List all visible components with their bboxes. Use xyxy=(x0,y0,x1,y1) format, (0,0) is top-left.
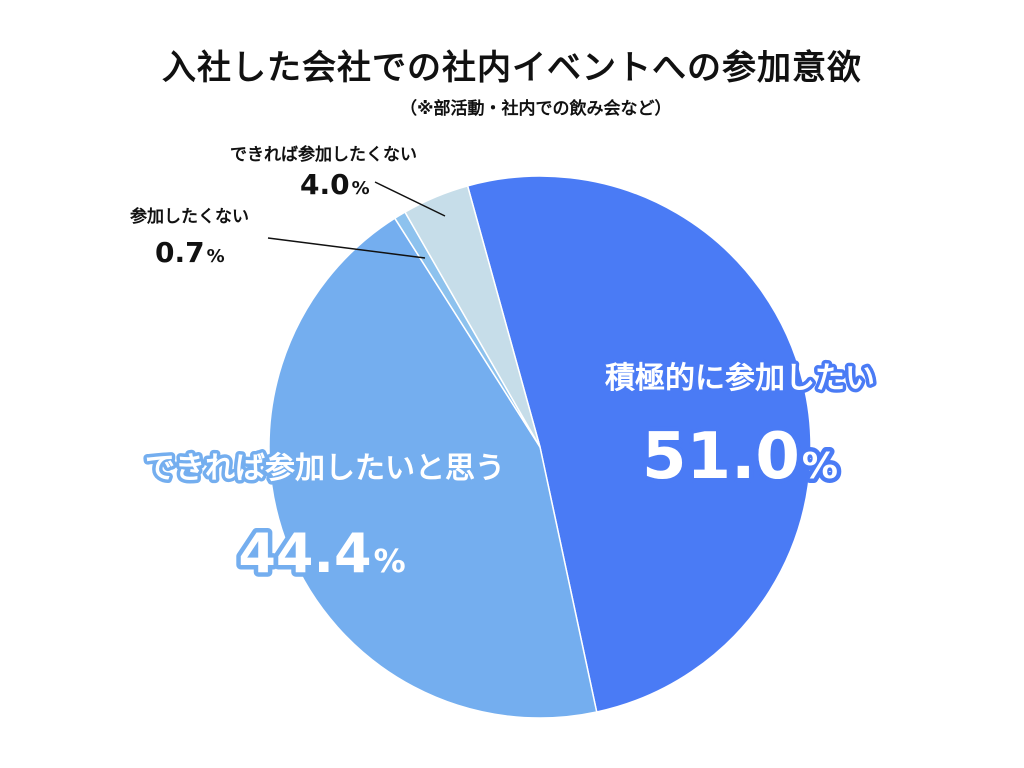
slice-dekireba-shitakunai-label: できれば参加したくない xyxy=(230,144,417,165)
slice-sanka-shitakunai-label: 参加したくない xyxy=(130,206,249,227)
slice-sekkyokuteki-label: 積極的に参加したい xyxy=(605,361,875,396)
pie-slices xyxy=(268,175,812,719)
slice-dekireba-sanka-value: 44.4% xyxy=(238,522,405,585)
slice-dekireba-shitakunai xyxy=(403,184,541,448)
slice-dekireba-sanka xyxy=(268,217,598,719)
slice-dekireba-shitakunai-leader-line xyxy=(374,181,446,217)
leader-lines xyxy=(267,181,446,259)
slice-dekireba-shitakunai-value: 4.0% xyxy=(300,168,370,201)
slice-labels: 積極的に参加したい 51.0% できれば参加したいと思う 44.4% 参加したくない 0.… xyxy=(130,144,879,590)
slice-sanka-shitakunai-leader-line xyxy=(267,237,426,259)
chart-title: 入社した会社での社内イベントへの参加意欲 xyxy=(162,48,862,88)
slice-sekkyokuteki xyxy=(466,175,812,713)
slice-sanka-shitakunai-value: 0.7% xyxy=(155,236,225,269)
chart-subtitle: （※部活動・社内での飲み会など） xyxy=(400,99,672,119)
slice-dekireba-sanka-label: できれば参加したいと思う xyxy=(145,451,505,486)
slice-sekkyokuteki-value: 51.0% xyxy=(642,420,838,494)
